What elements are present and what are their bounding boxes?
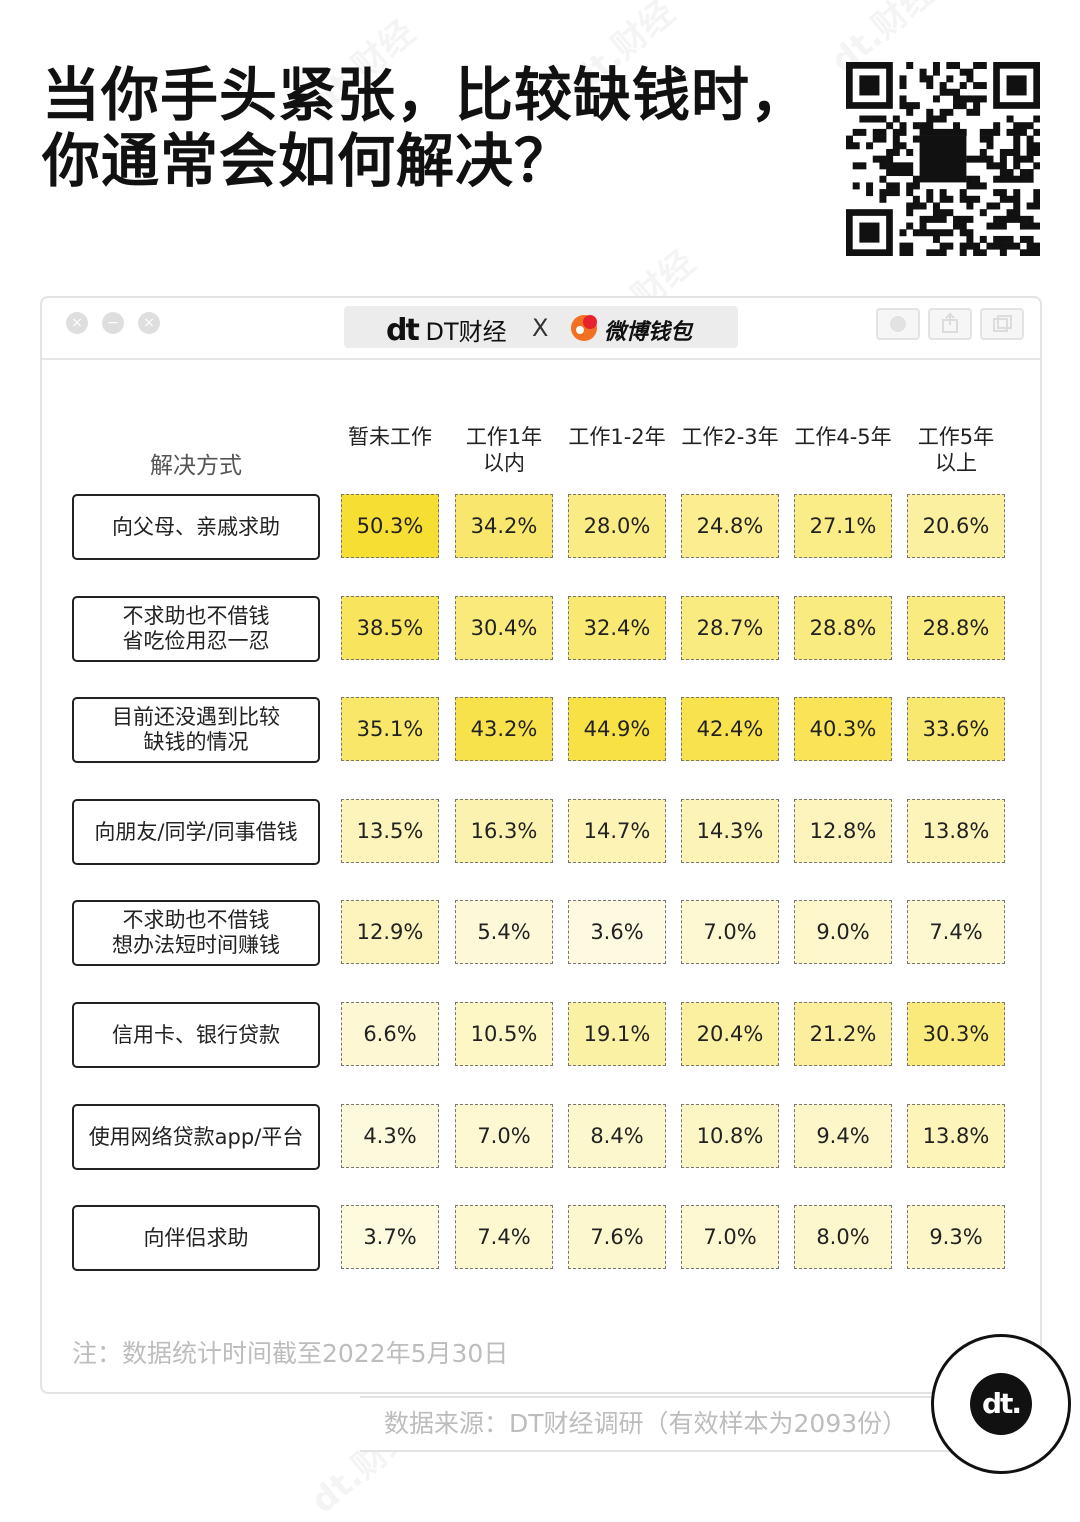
column-header: 暂未工作	[348, 425, 432, 449]
table-cell: 35.1%	[341, 697, 439, 761]
title-line-2: 你通常会如何解决？	[42, 127, 574, 195]
dt-badge: dt.	[931, 1334, 1071, 1474]
brand-tab: dt DT财经 X 微博钱包	[344, 306, 738, 348]
dt-brand-name: DT财经	[425, 318, 507, 346]
weibo-brand-name: 微博钱包	[604, 320, 693, 345]
table-cell: 14.3%	[681, 799, 779, 863]
record-button[interactable]	[876, 308, 920, 340]
table-cell: 42.4%	[681, 697, 779, 761]
column-header: 工作1年 以内	[465, 425, 543, 475]
table-cell: 28.8%	[907, 596, 1005, 660]
row-header: 解决方式	[150, 453, 242, 479]
copy-button[interactable]	[980, 308, 1024, 340]
table-cell: 12.9%	[341, 900, 439, 964]
weibo-wallet-logo-icon	[571, 315, 597, 341]
share-icon	[942, 312, 958, 333]
source-strip	[360, 1396, 962, 1452]
brand-separator: X	[532, 314, 549, 342]
table-cell: 28.7%	[681, 596, 779, 660]
table-cell: 13.5%	[341, 799, 439, 863]
page-title: 当你手头紧张，比较缺钱时， 你通常会如何解决？	[42, 62, 809, 194]
table-cell: 7.0%	[455, 1104, 553, 1168]
window-title-bar: × − × dt DT财经 X 微博钱包	[42, 298, 1040, 360]
table-cell: 30.3%	[907, 1002, 1005, 1066]
maximize-icon[interactable]: ×	[138, 312, 160, 334]
row-label: 使用网络贷款app/平台	[72, 1104, 320, 1170]
table-cell: 16.3%	[455, 799, 553, 863]
column-header: 工作4-5年	[794, 425, 892, 449]
column-header: 工作2-3年	[681, 425, 779, 449]
column-header: 工作1-2年	[568, 425, 666, 449]
data-source: 数据来源：DT财经调研（有效样本为2093份）	[384, 1409, 908, 1438]
close-icon[interactable]: ×	[66, 312, 88, 334]
dt-brand: dt DT财经	[386, 312, 507, 348]
table-cell: 7.4%	[907, 900, 1005, 964]
table-cell: 12.8%	[794, 799, 892, 863]
table-cell: 5.4%	[455, 900, 553, 964]
table-cell: 20.6%	[907, 494, 1005, 558]
table-cell: 44.9%	[568, 697, 666, 761]
row-label: 目前还没遇到比较 缺钱的情况	[72, 697, 320, 763]
qr-code	[846, 62, 1040, 256]
table-cell: 3.7%	[341, 1205, 439, 1269]
row-label: 向伴侣求助	[72, 1205, 320, 1271]
record-icon	[890, 316, 906, 332]
table-cell: 10.8%	[681, 1104, 779, 1168]
table-cell: 32.4%	[568, 596, 666, 660]
table-cell: 21.2%	[794, 1002, 892, 1066]
table-cell: 34.2%	[455, 494, 553, 558]
minimize-icon[interactable]: −	[102, 312, 124, 334]
table-cell: 28.0%	[568, 494, 666, 558]
table-cell: 7.4%	[455, 1205, 553, 1269]
table-cell: 4.3%	[341, 1104, 439, 1168]
row-label: 不求助也不借钱 省吃俭用忍一忍	[72, 596, 320, 662]
table-cell: 50.3%	[341, 494, 439, 558]
table-cell: 8.4%	[568, 1104, 666, 1168]
table-cell: 7.0%	[681, 900, 779, 964]
table-cell: 38.5%	[341, 596, 439, 660]
table-cell: 19.1%	[568, 1002, 666, 1066]
table-cell: 20.4%	[681, 1002, 779, 1066]
table-cell: 30.4%	[455, 596, 553, 660]
table-cell: 9.3%	[907, 1205, 1005, 1269]
table-cell: 8.0%	[794, 1205, 892, 1269]
copy-icon	[993, 315, 1012, 332]
table-cell: 28.8%	[794, 596, 892, 660]
table-cell: 24.8%	[681, 494, 779, 558]
table-cell: 33.6%	[907, 697, 1005, 761]
table-cell: 10.5%	[455, 1002, 553, 1066]
table-cell: 13.8%	[907, 799, 1005, 863]
table-cell: 27.1%	[794, 494, 892, 558]
row-label: 信用卡、银行贷款	[72, 1002, 320, 1068]
table-cell: 6.6%	[341, 1002, 439, 1066]
table-cell: 40.3%	[794, 697, 892, 761]
row-label: 向朋友/同学/同事借钱	[72, 799, 320, 865]
table-cell: 7.0%	[681, 1205, 779, 1269]
table-cell: 43.2%	[455, 697, 553, 761]
title-line-1: 当你手头紧张，比较缺钱时，	[42, 61, 810, 129]
row-label: 向父母、亲戚求助	[72, 494, 320, 560]
table-cell: 7.6%	[568, 1205, 666, 1269]
share-button[interactable]	[928, 308, 972, 340]
table-cell: 9.0%	[794, 900, 892, 964]
dt-logo-icon: dt	[386, 313, 420, 348]
table-cell: 9.4%	[794, 1104, 892, 1168]
column-header: 工作5年 以上	[917, 425, 995, 475]
row-label: 不求助也不借钱 想办法短时间赚钱	[72, 900, 320, 966]
data-note: 注：数据统计时间截至2022年5月30日	[72, 1339, 509, 1368]
table-cell: 13.8%	[907, 1104, 1005, 1168]
table-cell: 14.7%	[568, 799, 666, 863]
table-cell: 3.6%	[568, 900, 666, 964]
dt-badge-logo-icon: dt.	[970, 1373, 1032, 1435]
